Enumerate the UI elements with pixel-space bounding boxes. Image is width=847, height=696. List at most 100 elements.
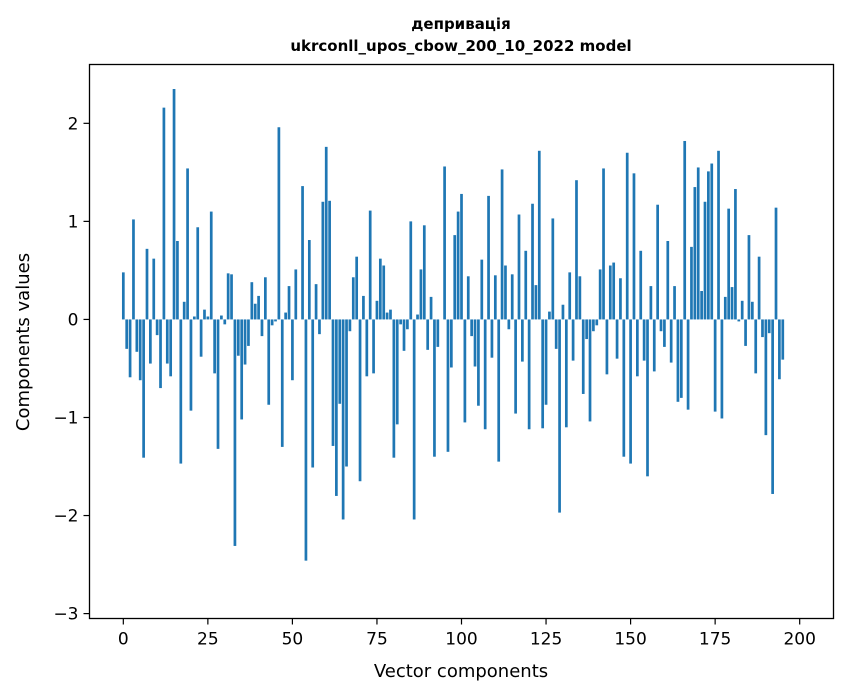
bar bbox=[453, 235, 457, 320]
bar bbox=[740, 300, 744, 320]
bar bbox=[490, 319, 494, 358]
bar bbox=[683, 140, 687, 320]
bar bbox=[324, 146, 328, 320]
bar bbox=[429, 296, 433, 320]
bar bbox=[264, 277, 267, 320]
bar bbox=[625, 152, 629, 320]
bar bbox=[253, 303, 257, 320]
bar bbox=[588, 319, 592, 422]
bar bbox=[463, 319, 467, 423]
bar bbox=[165, 319, 169, 364]
bar bbox=[179, 319, 183, 464]
bar bbox=[730, 287, 734, 320]
bar bbox=[710, 163, 714, 320]
bar bbox=[750, 301, 754, 320]
bar bbox=[761, 319, 764, 338]
bar bbox=[274, 319, 277, 322]
bar bbox=[564, 319, 568, 428]
bar bbox=[686, 319, 690, 410]
bar bbox=[335, 319, 338, 496]
bar bbox=[652, 319, 656, 372]
bar bbox=[142, 319, 145, 458]
bar bbox=[206, 316, 210, 320]
bar bbox=[707, 171, 710, 320]
bar bbox=[537, 150, 541, 320]
bar bbox=[375, 300, 379, 320]
bar bbox=[226, 273, 230, 320]
bar bbox=[348, 319, 352, 332]
bar bbox=[534, 285, 538, 320]
bar bbox=[676, 319, 680, 402]
bar bbox=[250, 282, 254, 320]
bar bbox=[663, 319, 666, 347]
bar bbox=[507, 319, 511, 330]
bar bbox=[368, 210, 372, 320]
bar bbox=[362, 295, 365, 320]
bar bbox=[243, 319, 247, 365]
bar bbox=[510, 274, 514, 320]
bar bbox=[291, 319, 294, 381]
bar bbox=[121, 272, 125, 320]
bar bbox=[443, 166, 446, 320]
bar bbox=[216, 319, 220, 449]
bar bbox=[395, 319, 399, 425]
chart-title: депривація bbox=[411, 15, 510, 33]
bar bbox=[781, 319, 785, 360]
bar bbox=[284, 312, 287, 320]
bar bbox=[669, 319, 673, 363]
bar bbox=[531, 203, 534, 320]
bar bbox=[598, 269, 602, 320]
bar bbox=[328, 200, 331, 320]
bar bbox=[436, 319, 440, 347]
bar bbox=[690, 246, 693, 320]
bar bbox=[514, 319, 517, 414]
bar bbox=[754, 319, 758, 374]
x-axis-label: Vector components bbox=[374, 661, 548, 682]
y-tick-label: −3 bbox=[53, 605, 78, 625]
bar bbox=[301, 186, 304, 320]
bar bbox=[433, 319, 436, 457]
bar bbox=[737, 319, 741, 322]
bar bbox=[558, 319, 561, 513]
bar bbox=[679, 319, 683, 398]
bar bbox=[483, 319, 487, 430]
bar bbox=[213, 319, 216, 374]
bar bbox=[318, 319, 321, 335]
bar bbox=[764, 319, 768, 436]
bar bbox=[723, 296, 727, 320]
x-tick-label: 75 bbox=[366, 630, 388, 650]
bar bbox=[149, 319, 152, 364]
bar bbox=[341, 319, 345, 520]
bar bbox=[713, 319, 717, 412]
bar bbox=[220, 315, 223, 320]
bar bbox=[338, 319, 342, 404]
bar bbox=[460, 193, 463, 320]
bar bbox=[561, 304, 565, 320]
bar bbox=[757, 256, 761, 320]
plot-frame bbox=[88, 63, 835, 620]
bar bbox=[477, 319, 480, 406]
bar bbox=[446, 319, 450, 452]
bar bbox=[426, 319, 430, 350]
bar bbox=[608, 265, 612, 320]
x-tick-label: 175 bbox=[699, 630, 731, 650]
bar bbox=[416, 314, 419, 320]
bar bbox=[578, 276, 582, 320]
bar bbox=[778, 319, 781, 380]
bar bbox=[575, 180, 578, 320]
bar bbox=[378, 258, 382, 320]
bar bbox=[541, 319, 545, 429]
bar bbox=[521, 319, 524, 362]
bar bbox=[355, 256, 359, 320]
bar bbox=[636, 319, 639, 377]
bar bbox=[223, 319, 227, 325]
bar bbox=[409, 221, 413, 320]
bar bbox=[280, 319, 284, 447]
bar bbox=[774, 207, 778, 320]
bar bbox=[602, 168, 605, 320]
bar bbox=[389, 309, 392, 320]
bar bbox=[466, 276, 470, 320]
bar bbox=[155, 319, 159, 336]
bar bbox=[615, 319, 619, 359]
bar bbox=[159, 319, 162, 389]
